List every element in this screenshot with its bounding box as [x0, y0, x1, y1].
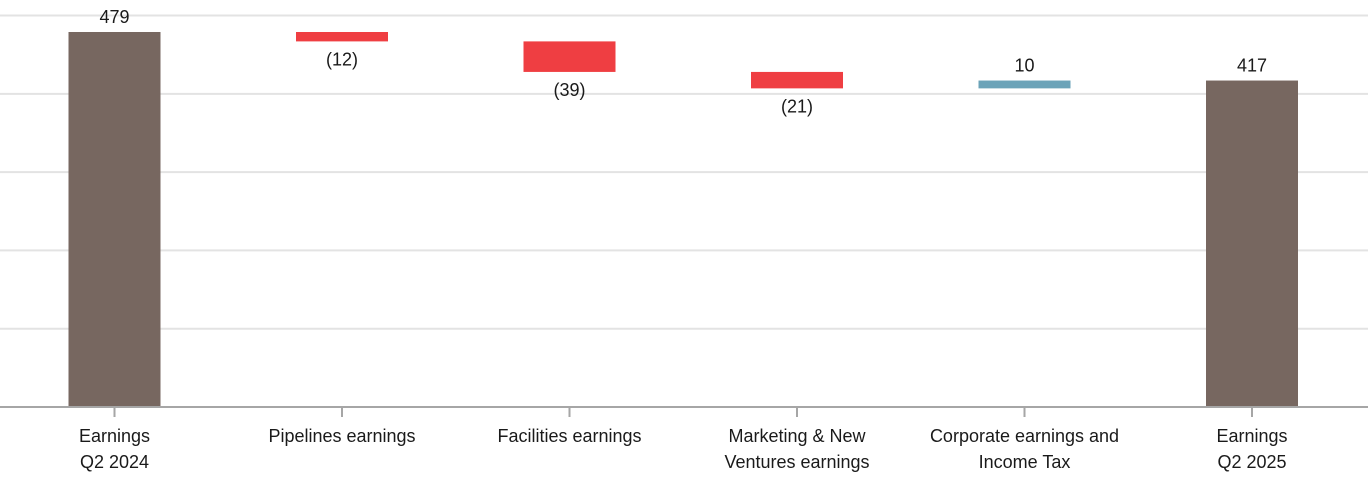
bar-4: [751, 71, 843, 89]
data-label: (21): [781, 96, 813, 116]
bar-6: [1206, 80, 1298, 407]
category-label: Ventures earnings: [724, 452, 869, 472]
data-label: 10: [1014, 56, 1034, 76]
category-label: Marketing & New: [728, 426, 866, 446]
bar-1: [68, 32, 161, 407]
bar-5: [978, 80, 1071, 89]
data-labels: 479 (12) (39) (21) 10 417: [99, 7, 1267, 116]
data-label: 417: [1237, 56, 1267, 76]
category-label: Facilities earnings: [497, 426, 641, 446]
data-label: (39): [553, 80, 585, 100]
category-label: Income Tax: [979, 452, 1071, 472]
category-label: Corporate earnings and: [930, 426, 1119, 446]
bar-2: [296, 32, 388, 42]
category-label: Earnings: [1216, 426, 1287, 446]
category-label: Pipelines earnings: [268, 426, 415, 446]
category-labels: Earnings Q2 2024 Pipelines earnings Facilit…: [79, 426, 1288, 472]
bar-3: [523, 41, 616, 72]
data-label: 479: [99, 7, 129, 27]
category-label: Q2 2024: [80, 452, 149, 472]
category-label: Q2 2025: [1217, 452, 1286, 472]
gridlines: [0, 14, 1368, 330]
data-label: (12): [326, 49, 358, 69]
bars: [68, 32, 1298, 407]
category-label: Earnings: [79, 426, 150, 446]
x-axis-ticks: [113, 407, 1253, 417]
